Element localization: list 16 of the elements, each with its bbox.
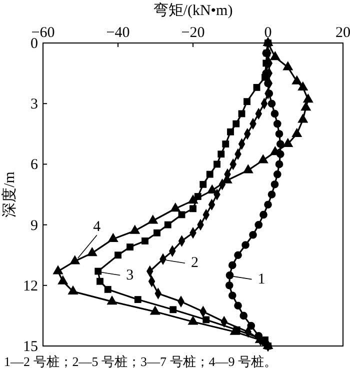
y-axis-title: 深度/m	[1, 171, 18, 218]
x-tick-label: 0	[264, 25, 272, 41]
annotation: 4	[93, 219, 102, 236]
text: 1—2 号桩；2—5 号桩；3—7 号桩；4—9 号桩。	[4, 354, 277, 369]
x-axis-title: 弯矩/(kN•m)	[153, 2, 233, 19]
y-tick-label: 6	[30, 157, 38, 174]
annotation: 3	[126, 267, 134, 284]
y-tick-label: 9	[30, 218, 38, 234]
y-tick-label: 3	[30, 96, 38, 113]
annotation: 1	[258, 271, 266, 288]
y-tick-label: 12	[23, 278, 38, 294]
x-tick-label: −40	[106, 25, 130, 41]
y-tick-label: 15	[23, 339, 38, 355]
x-tick-label: 20	[336, 25, 350, 41]
annotation: 2	[191, 255, 198, 272]
x-tick-label: −20	[181, 25, 205, 41]
